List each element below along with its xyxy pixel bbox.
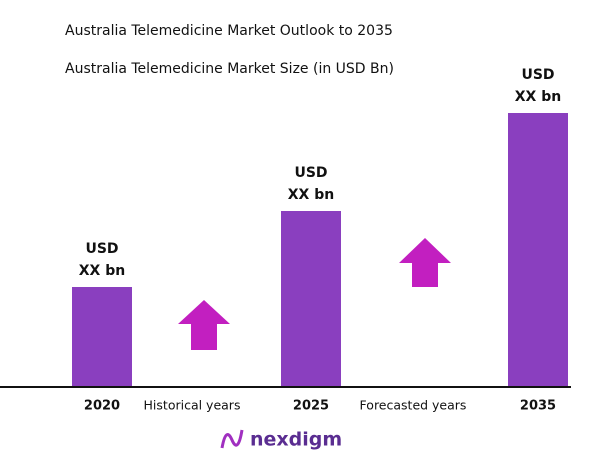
growth-arrow — [399, 238, 451, 287]
value-label: USD — [85, 241, 118, 257]
logo-mark — [220, 429, 244, 449]
x-tick-label: 2025 — [293, 399, 329, 414]
value-label: XX bn — [288, 187, 334, 203]
bar — [281, 211, 341, 386]
period-label: Historical years — [144, 398, 241, 413]
period-label: Forecasted years — [360, 398, 467, 413]
growth-arrow — [178, 300, 230, 350]
x-tick-label: 2035 — [520, 399, 556, 414]
value-label: XX bn — [515, 89, 561, 105]
value-label: USD — [521, 67, 554, 83]
value-label: XX bn — [79, 263, 125, 279]
chart-title: Australia Telemedicine Market Outlook to… — [65, 23, 393, 39]
value-label: USD — [294, 165, 327, 181]
bar — [72, 287, 132, 386]
brand-logo: nexdigm — [250, 429, 342, 451]
bar — [508, 113, 568, 386]
x-tick-label: 2020 — [84, 399, 120, 414]
chart-subtitle: Australia Telemedicine Market Size (in U… — [65, 61, 394, 77]
